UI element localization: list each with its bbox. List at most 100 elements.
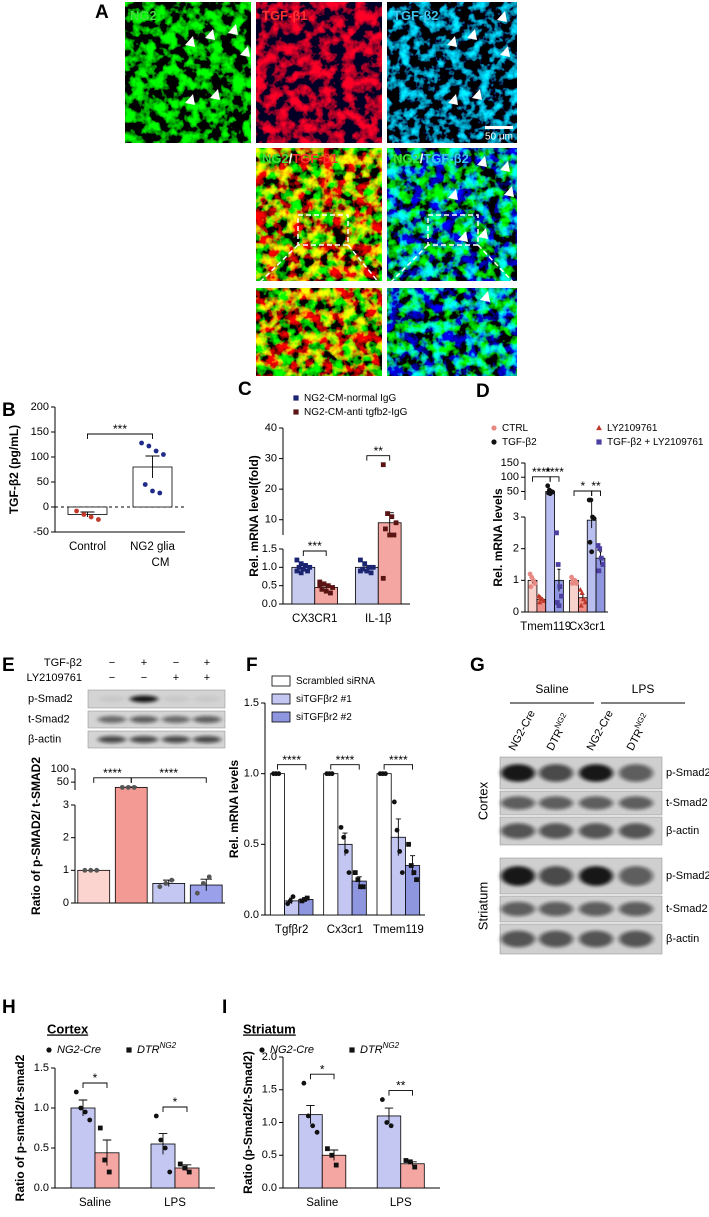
data-point bbox=[557, 584, 563, 590]
blot-band bbox=[539, 866, 573, 886]
significance-label: **** bbox=[389, 753, 408, 767]
data-point bbox=[589, 549, 595, 555]
micrograph bbox=[387, 2, 517, 143]
micrograph-label: TGF-β1 bbox=[262, 8, 308, 23]
data-point bbox=[153, 448, 159, 454]
blot-band bbox=[579, 764, 613, 782]
data-point bbox=[146, 443, 152, 449]
data-point bbox=[78, 1105, 84, 1111]
data-point bbox=[370, 564, 376, 570]
bar bbox=[323, 773, 339, 916]
data-point bbox=[150, 488, 155, 494]
micrograph-zoom bbox=[256, 288, 382, 376]
y-tick-label: 0.0 bbox=[262, 598, 277, 610]
data-point bbox=[304, 895, 310, 901]
y-tick-label: 1.0 bbox=[34, 1102, 49, 1114]
text-part: siTGFβr2 #2 bbox=[296, 712, 352, 723]
treatment-sign: − bbox=[109, 657, 115, 669]
data-point bbox=[577, 586, 584, 592]
lane-label: DTRNG2 bbox=[542, 711, 574, 753]
bar bbox=[586, 519, 597, 613]
x-tick-label: Cx3cr1 bbox=[327, 924, 363, 936]
error-bar bbox=[384, 1107, 394, 1124]
data-point bbox=[317, 579, 323, 585]
data-point bbox=[158, 1137, 164, 1143]
treatment-sign: − bbox=[109, 672, 115, 684]
data-point bbox=[74, 508, 79, 514]
data-point bbox=[346, 870, 352, 875]
blot-band bbox=[539, 823, 573, 839]
panel-letter: D bbox=[476, 381, 490, 402]
y-axis-label: Ratio of p-smad2/t-smad2 bbox=[13, 1054, 27, 1201]
legend-marker bbox=[596, 424, 602, 431]
y-tick-label: 0.0 bbox=[244, 909, 259, 921]
data-point bbox=[391, 799, 397, 805]
y-tick-label: 100 bbox=[31, 451, 49, 463]
blot-band bbox=[619, 796, 653, 810]
text-part: / bbox=[420, 151, 424, 166]
blot-band bbox=[193, 695, 221, 703]
y-tick-label: 30 bbox=[265, 452, 277, 464]
x-tick-label: Control bbox=[69, 541, 106, 553]
data-point bbox=[206, 874, 212, 880]
bar bbox=[545, 491, 555, 613]
blot-band bbox=[130, 695, 158, 703]
bar bbox=[376, 1115, 402, 1189]
data-point bbox=[102, 1157, 108, 1163]
data-point bbox=[82, 867, 88, 873]
text-part: NG2 bbox=[160, 1041, 177, 1050]
data-point bbox=[323, 588, 329, 594]
data-point bbox=[290, 894, 296, 900]
text-part: NG2-Cre bbox=[270, 1044, 314, 1056]
legend-label: NG2-CM-anti tgfb2-IgG bbox=[304, 407, 408, 418]
legend-swatch bbox=[271, 693, 291, 705]
blot-row-label: p-Smad2 bbox=[28, 693, 73, 705]
data-point bbox=[581, 596, 587, 602]
x-tick-label: Tmem119 bbox=[520, 621, 571, 633]
data-point bbox=[94, 867, 100, 873]
scale-bar-label: 50 μm bbox=[485, 132, 513, 143]
y-tick-label: 1.0 bbox=[244, 768, 259, 780]
bar bbox=[77, 869, 111, 904]
legend-swatch bbox=[271, 711, 291, 723]
data-point bbox=[307, 564, 313, 570]
blot-row-label: p-Smad2 bbox=[666, 870, 709, 882]
data-point bbox=[305, 1113, 311, 1119]
data-point bbox=[408, 863, 414, 868]
text-part: DTR bbox=[545, 727, 566, 753]
legend-swatch bbox=[271, 675, 291, 687]
legend-label: NG2-Cre bbox=[57, 1044, 101, 1056]
data-point bbox=[300, 566, 306, 572]
legend-marker bbox=[259, 1047, 265, 1053]
bar bbox=[114, 786, 148, 904]
text-part: siTGFβr2 #1 bbox=[296, 694, 352, 705]
data-point bbox=[358, 884, 363, 890]
legend-label: TGF-β2 + LY2109761 bbox=[607, 437, 704, 448]
data-point bbox=[389, 514, 395, 520]
text-part: NG2 bbox=[552, 711, 568, 730]
data-point bbox=[384, 1120, 390, 1125]
significance-label: * bbox=[581, 479, 586, 493]
data-point bbox=[321, 581, 327, 587]
data-point bbox=[139, 440, 144, 446]
x-tick-label: LPS bbox=[390, 1197, 412, 1209]
text-part: NG2-CM-anti tgfb2-IgG bbox=[304, 407, 408, 418]
significance-bracket bbox=[388, 1090, 413, 1096]
data-point bbox=[310, 1123, 316, 1129]
data-point bbox=[125, 784, 131, 790]
data-point bbox=[597, 546, 603, 552]
text-part: LY2109761 bbox=[607, 423, 658, 434]
micrograph bbox=[256, 2, 382, 143]
y-axis-label: Rel. mRNA level(fold) bbox=[247, 455, 261, 577]
scale-bar bbox=[485, 126, 513, 129]
significance-label: **** bbox=[532, 465, 551, 479]
data-point bbox=[355, 877, 361, 883]
lane-label: DTRNG2 bbox=[622, 711, 654, 753]
x-axis-label: CM bbox=[152, 557, 170, 569]
treatment-sign: + bbox=[204, 672, 210, 684]
y-tick-label: 2 bbox=[513, 543, 519, 555]
panel-letter: H bbox=[2, 997, 16, 1018]
y-tick-label: 1.5 bbox=[34, 1062, 49, 1074]
y-tick-label: 1.0 bbox=[262, 561, 277, 573]
data-point bbox=[314, 1129, 320, 1135]
